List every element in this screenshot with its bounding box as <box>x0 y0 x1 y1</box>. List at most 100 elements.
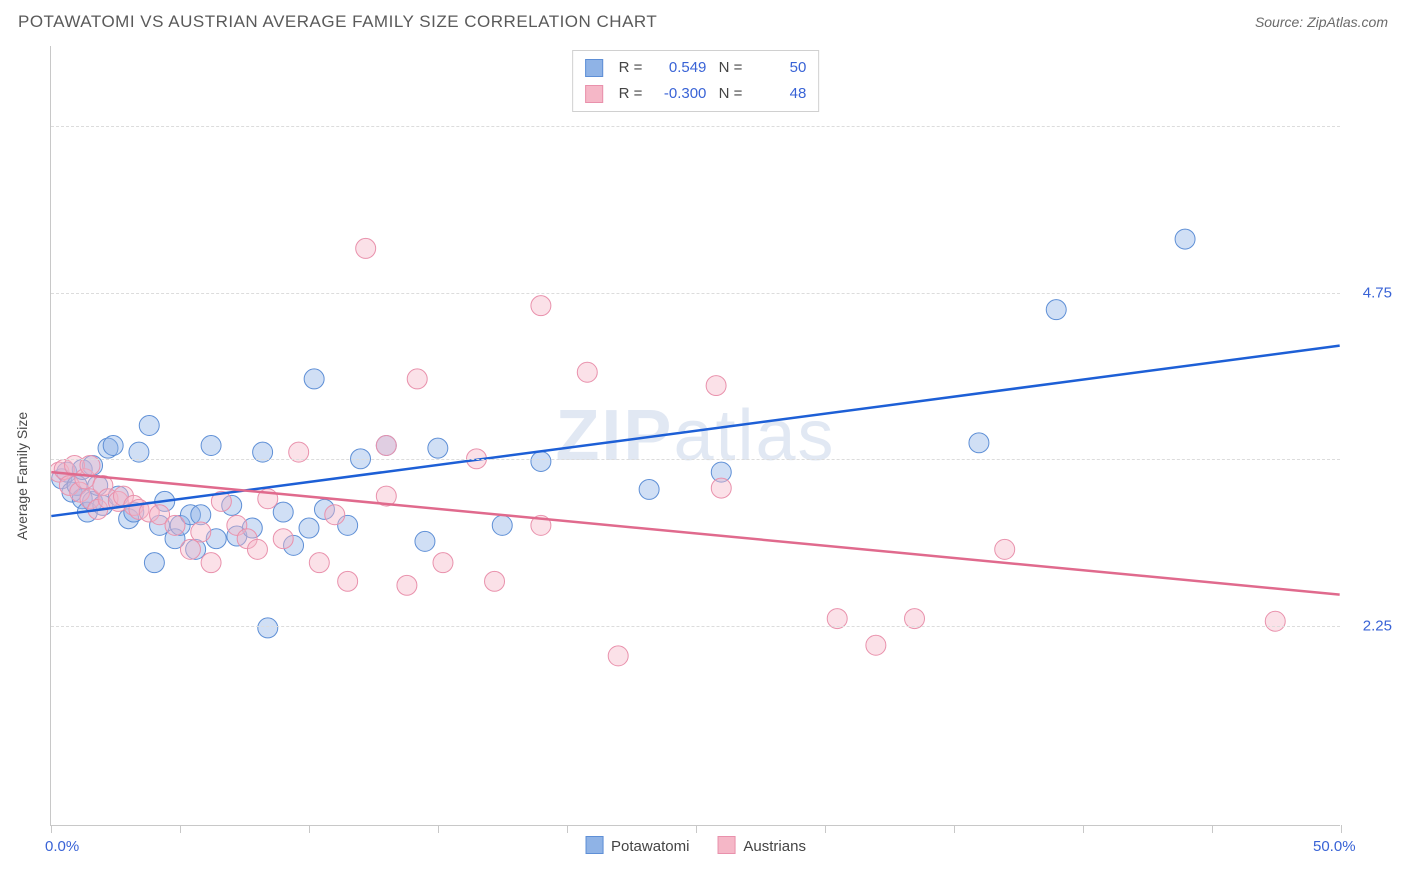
scatter-point <box>1175 229 1195 249</box>
x-tick <box>696 825 697 833</box>
scatter-point <box>711 462 731 482</box>
scatter-point <box>222 495 242 515</box>
scatter-point <box>93 475 113 495</box>
gridline <box>51 459 1340 460</box>
scatter-point <box>62 482 82 502</box>
scatter-point <box>59 475 79 495</box>
scatter-point <box>144 553 164 573</box>
y-tick-label: 4.75 <box>1363 284 1392 301</box>
scatter-point <box>258 489 278 509</box>
swatch-icon <box>585 85 603 103</box>
scatter-point <box>72 489 92 509</box>
scatter-point <box>273 502 293 522</box>
scatter-point <box>124 502 144 522</box>
scatter-point <box>227 515 247 535</box>
scatter-point <box>191 522 211 542</box>
scatter-point <box>93 495 113 515</box>
legend-item-0: Potawatomi <box>585 836 689 855</box>
scatter-point <box>433 553 453 573</box>
scatter-point <box>98 438 118 458</box>
scatter-point <box>969 433 989 453</box>
scatter-point <box>88 499 108 519</box>
scatter-point <box>639 479 659 499</box>
stats-legend: R = 0.549 N = 50 R = -0.300 N = 48 <box>572 50 820 112</box>
chart-container: Average Family Size ZIPatlas R = 0.549 N… <box>18 40 1388 870</box>
x-tick <box>567 825 568 833</box>
scatter-point <box>155 491 175 511</box>
scatter-point <box>70 482 90 502</box>
gridline <box>51 126 1340 127</box>
scatter-point <box>51 462 69 482</box>
trend-line <box>51 472 1339 595</box>
x-tick <box>954 825 955 833</box>
scatter-point <box>531 515 551 535</box>
scatter-point <box>165 529 185 549</box>
scatter-point <box>54 459 74 479</box>
gridline <box>51 293 1340 294</box>
legend-item-1: Austrians <box>717 836 806 855</box>
scatter-point <box>531 296 551 316</box>
scatter-point <box>247 539 267 559</box>
scatter-point <box>531 451 551 471</box>
source-label: Source: ZipAtlas.com <box>1255 14 1388 30</box>
scatter-point <box>242 518 262 538</box>
scatter-point <box>995 539 1015 559</box>
scatter-point <box>608 646 628 666</box>
x-tick <box>825 825 826 833</box>
scatter-point <box>1046 300 1066 320</box>
swatch-icon <box>585 836 603 854</box>
scatter-point <box>180 505 200 525</box>
r-value-0: 0.549 <box>650 55 706 81</box>
scatter-point <box>129 499 149 519</box>
trend-line <box>51 346 1339 516</box>
stats-row-1: R = -0.300 N = 48 <box>585 81 807 107</box>
scatter-point <box>83 491 103 511</box>
scatter-point <box>180 539 200 559</box>
x-tick <box>180 825 181 833</box>
watermark: ZIPatlas <box>555 395 835 477</box>
scatter-point <box>108 486 128 506</box>
scatter-point <box>98 489 118 509</box>
scatter-point <box>407 369 427 389</box>
scatter-point <box>150 505 170 525</box>
scatter-point <box>356 238 376 258</box>
scatter-point <box>338 571 358 591</box>
x-tick <box>1212 825 1213 833</box>
scatter-point <box>201 553 221 573</box>
scatter-point <box>428 438 448 458</box>
scatter-point <box>284 535 304 555</box>
scatter-point <box>139 416 159 436</box>
swatch-icon <box>585 59 603 77</box>
r-value-1: -0.300 <box>650 81 706 107</box>
swatch-icon <box>717 836 735 854</box>
scatter-point <box>711 478 731 498</box>
scatter-point <box>201 436 221 456</box>
scatter-point <box>1265 611 1285 631</box>
scatter-point <box>258 618 278 638</box>
scatter-point <box>119 509 139 529</box>
scatter-point <box>206 529 226 549</box>
scatter-point <box>492 515 512 535</box>
y-tick-label: 2.25 <box>1363 618 1392 635</box>
scatter-point <box>273 529 293 549</box>
scatter-point <box>211 491 231 511</box>
scatter-point <box>75 469 95 489</box>
n-value-0: 50 <box>750 55 806 81</box>
scatter-point <box>170 515 190 535</box>
x-tick <box>1083 825 1084 833</box>
scatter-point <box>376 436 396 456</box>
chart-title: POTAWATOMI VS AUSTRIAN AVERAGE FAMILY SI… <box>18 12 657 32</box>
scatter-point <box>88 475 108 495</box>
scatter-point <box>485 571 505 591</box>
scatter-point <box>325 505 345 525</box>
scatter-point <box>191 505 211 525</box>
x-tick <box>1341 825 1342 833</box>
scatter-point <box>165 515 185 535</box>
x-tick <box>438 825 439 833</box>
scatter-point <box>376 486 396 506</box>
series-legend: Potawatomi Austrians <box>585 836 806 855</box>
scatter-point <box>186 539 206 559</box>
scatter-point <box>314 499 334 519</box>
scatter-point <box>866 635 886 655</box>
scatter-point <box>299 518 319 538</box>
